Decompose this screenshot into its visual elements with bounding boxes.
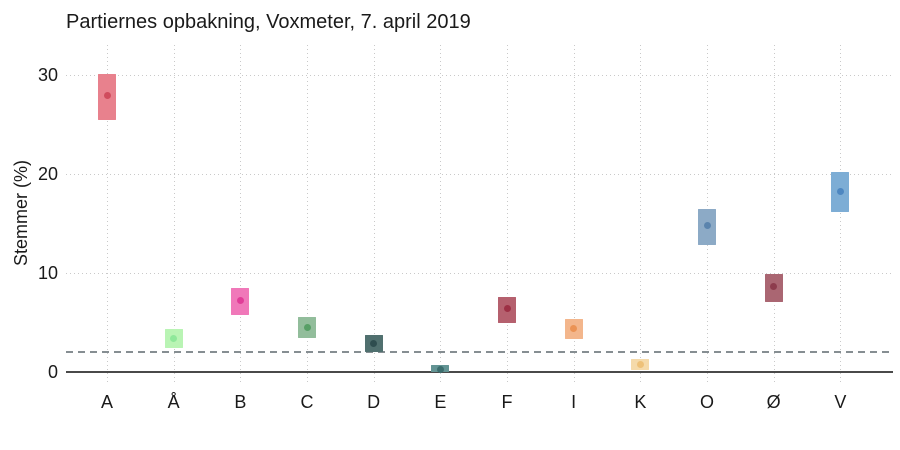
chart-title: Partiernes opbakning, Voxmeter, 7. april… — [66, 11, 471, 33]
horizontal-gridline — [66, 173, 893, 175]
y-tick-label: 30 — [37, 64, 58, 85]
x-category-label-D: D — [367, 392, 381, 412]
threshold-dashed-line — [66, 351, 893, 354]
y-tick-label: 10 — [37, 262, 58, 283]
estimate-dot-K — [636, 360, 644, 368]
estimate-dot-B — [236, 297, 244, 305]
x-category-label-F: F — [501, 392, 513, 412]
x-category-label-E: E — [434, 392, 447, 412]
horizontal-gridline — [66, 272, 893, 274]
vertical-gridline — [773, 45, 775, 385]
x-category-label-O: O — [700, 392, 715, 412]
vertical-gridline — [840, 45, 842, 385]
estimate-dot-A — [103, 92, 111, 100]
vertical-gridline — [107, 45, 108, 385]
estimate-dot-Ø — [770, 283, 778, 291]
y-tick-label: 20 — [37, 163, 58, 184]
estimate-dot-D — [370, 339, 378, 347]
vertical-gridline — [173, 45, 175, 385]
vertical-gridline — [507, 45, 509, 385]
x-category-label-I: I — [571, 392, 577, 412]
horizontal-gridline — [66, 74, 893, 76]
estimate-dot-F — [503, 305, 511, 313]
vertical-gridline — [440, 45, 442, 385]
plot-area — [66, 45, 893, 385]
estimate-dot-I — [570, 324, 578, 332]
vertical-gridline — [307, 45, 308, 385]
y-tick-label: 0 — [47, 362, 58, 383]
vertical-gridline — [640, 45, 642, 385]
y-axis-label: Stemmer (%) — [11, 160, 31, 267]
x-category-label-Ø: Ø — [766, 392, 781, 412]
x-category-label-B: B — [234, 392, 247, 412]
x-category-label-Å: Å — [167, 392, 180, 412]
estimate-dot-Å — [170, 334, 178, 342]
vertical-gridline — [240, 45, 242, 385]
estimate-dot-V — [836, 188, 844, 196]
estimate-dot-O — [703, 221, 711, 229]
estimate-dot-C — [303, 324, 311, 331]
x-category-label-A: A — [100, 392, 113, 412]
x-category-label-V: V — [834, 392, 847, 412]
x-category-label-K: K — [634, 392, 647, 412]
x-category-label-C: C — [300, 392, 314, 412]
vertical-gridline — [573, 45, 575, 385]
x-axis-zero-line — [66, 371, 893, 374]
estimate-dot-E — [436, 365, 444, 373]
vertical-gridline — [373, 45, 375, 385]
